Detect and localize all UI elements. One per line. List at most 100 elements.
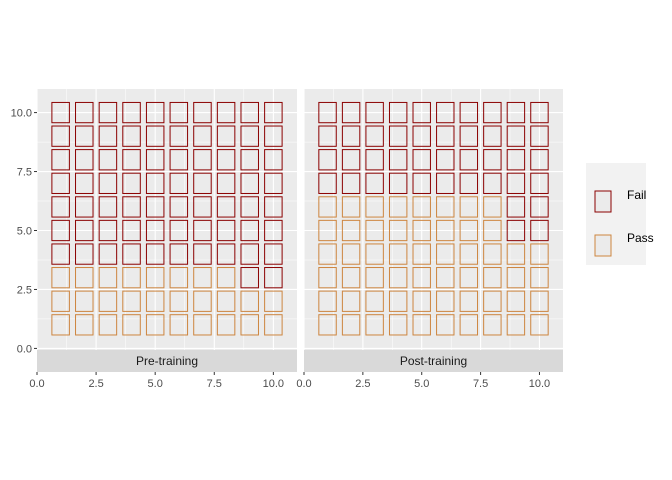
tile-pass — [341, 196, 361, 218]
legend-key-fail — [594, 190, 612, 213]
tile-fail — [145, 243, 165, 265]
x-tick-label: 0.0 — [296, 378, 311, 390]
tile-fail — [388, 125, 408, 147]
tile-pass — [459, 314, 479, 336]
tile-fail — [51, 101, 70, 124]
tile-fail — [240, 267, 259, 289]
tile-pass — [169, 290, 189, 312]
tile-fail — [169, 172, 189, 194]
tile-fail — [459, 101, 479, 124]
tile-fail — [264, 267, 283, 289]
tile-fail — [51, 219, 70, 242]
y-axis: 0.0 2.5 5.0 7.5 10.0 — [11, 108, 37, 355]
x-axis-0: 0.0 2.5 5.0 7.5 10.0 — [29, 372, 284, 390]
tile-pass — [216, 314, 236, 336]
tile-pass — [51, 314, 70, 336]
tile-fail — [98, 125, 118, 147]
tile-pass — [51, 290, 70, 312]
tile-pass — [145, 267, 165, 289]
tile-pass — [216, 267, 236, 289]
tile-fail — [216, 172, 236, 194]
y-tick-label: 0.0 — [17, 343, 32, 355]
tile-fail — [240, 172, 259, 194]
tile-pass — [483, 219, 502, 242]
tile-fail — [388, 149, 408, 171]
tile-fail — [318, 125, 337, 147]
tile-fail — [51, 196, 70, 218]
y-tick-label: 2.5 — [17, 284, 32, 296]
tile-fail — [145, 101, 165, 124]
tile-fail — [483, 101, 502, 124]
tile-fail — [530, 172, 549, 194]
legend-label-pass: Pass — [627, 231, 654, 245]
tile-fail — [75, 219, 94, 242]
tile-pass — [318, 290, 337, 312]
tile-pass — [483, 196, 502, 218]
tile-fail — [318, 172, 337, 194]
tile-pass — [436, 290, 455, 312]
y-tick-label: 10.0 — [11, 108, 32, 120]
tile-fail — [506, 101, 526, 124]
tile-pass — [459, 267, 479, 289]
tile-pass — [193, 290, 212, 312]
tile-pass — [365, 267, 384, 289]
tile-pass — [145, 290, 165, 312]
tile-pass — [436, 314, 455, 336]
tile-fail — [240, 149, 259, 171]
tile-pass — [145, 314, 165, 336]
tile-fail — [122, 125, 141, 147]
tile-pass — [341, 267, 361, 289]
tile-pass — [264, 314, 283, 336]
tile-pass — [483, 267, 502, 289]
panel-strip — [304, 350, 563, 372]
tile-pass — [412, 219, 431, 242]
panel-0: Pre-training — [36, 89, 297, 372]
tile-fail — [169, 101, 189, 124]
tile-fail — [530, 101, 549, 124]
tile-fail — [264, 196, 283, 218]
tile-fail — [122, 101, 141, 124]
tile-fail — [216, 101, 236, 124]
tile-pass — [240, 314, 259, 336]
tile-fail — [98, 172, 118, 194]
tile-fail — [169, 219, 189, 242]
tile-fail — [51, 149, 70, 171]
tile-pass — [365, 243, 384, 265]
tile-pass — [341, 219, 361, 242]
tile-pass — [388, 219, 408, 242]
x-tick-label: 2.5 — [88, 378, 103, 390]
x-tick-label: 2.5 — [355, 378, 370, 390]
tile-pass — [98, 290, 118, 312]
tile-pass — [388, 314, 408, 336]
tile-fail — [264, 243, 283, 265]
tile-fail — [483, 172, 502, 194]
tile-pass — [365, 196, 384, 218]
tile-pass — [506, 267, 526, 289]
tile-fail — [436, 172, 455, 194]
x-tick-label: 5.0 — [414, 378, 429, 390]
tile-fail — [436, 125, 455, 147]
tile-fail — [169, 243, 189, 265]
tile-pass — [412, 290, 431, 312]
tile-pass — [530, 290, 549, 312]
tile-pass — [341, 243, 361, 265]
tile-fail — [193, 101, 212, 124]
tile-fail — [436, 149, 455, 171]
tile-fail — [75, 149, 94, 171]
tile-fail — [264, 101, 283, 124]
tile-fail — [169, 149, 189, 171]
tile-pass — [98, 314, 118, 336]
tile-pass — [412, 267, 431, 289]
tile-fail — [365, 101, 384, 124]
tile-fail — [216, 196, 236, 218]
tile-pass — [75, 314, 94, 336]
tile-pass — [75, 290, 94, 312]
tile-pass — [122, 290, 141, 312]
tile-fail — [264, 125, 283, 147]
tile-fail — [75, 125, 94, 147]
tile-pass — [483, 314, 502, 336]
tile-fail — [216, 243, 236, 265]
tile-pass — [169, 267, 189, 289]
tile-pass — [388, 267, 408, 289]
